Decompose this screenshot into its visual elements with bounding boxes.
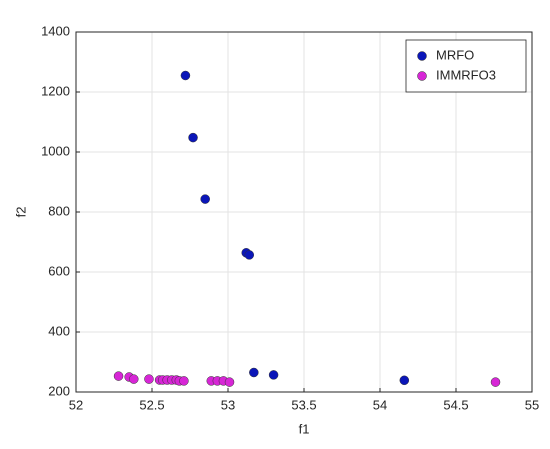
- legend-marker: [417, 51, 427, 61]
- point: [180, 70, 191, 81]
- points: [113, 70, 501, 387]
- point: [113, 371, 124, 381]
- y-tick-label: 400: [48, 323, 70, 338]
- x-tick-label: 53: [221, 397, 235, 412]
- point: [490, 377, 501, 387]
- x-tick-label: 54: [373, 397, 387, 412]
- point: [399, 375, 410, 386]
- y-tick-label: 800: [48, 203, 70, 218]
- legend-label: IMMRFO3: [436, 67, 496, 82]
- point: [200, 194, 210, 204]
- x-tick-label: 55: [525, 397, 539, 412]
- y-tick-label: 600: [48, 263, 70, 278]
- legend: MRFO IMMRFO3: [405, 39, 527, 93]
- point: [244, 250, 255, 260]
- point: [129, 374, 139, 384]
- x-tick-label: 54.5: [443, 397, 468, 412]
- legend-label: MRFO: [436, 47, 474, 62]
- x-tick-label: 53.5: [291, 397, 316, 412]
- point: [188, 132, 198, 143]
- point: [179, 376, 189, 386]
- x-axis-label: f1: [299, 421, 310, 436]
- point: [224, 377, 235, 387]
- y-axis-label: f2: [13, 207, 28, 218]
- y-tick-label: 1000: [41, 143, 70, 158]
- x-tick-label: 52: [69, 397, 83, 412]
- y-tick-label: 1400: [41, 23, 70, 38]
- point: [268, 370, 279, 380]
- point: [249, 367, 259, 378]
- legend-marker: [417, 71, 427, 81]
- y-tick-label: 200: [48, 383, 70, 398]
- y-tick-label: 1200: [41, 83, 70, 98]
- legend-box: [405, 39, 527, 93]
- x-tick-label: 52.5: [139, 397, 164, 412]
- point: [144, 374, 154, 384]
